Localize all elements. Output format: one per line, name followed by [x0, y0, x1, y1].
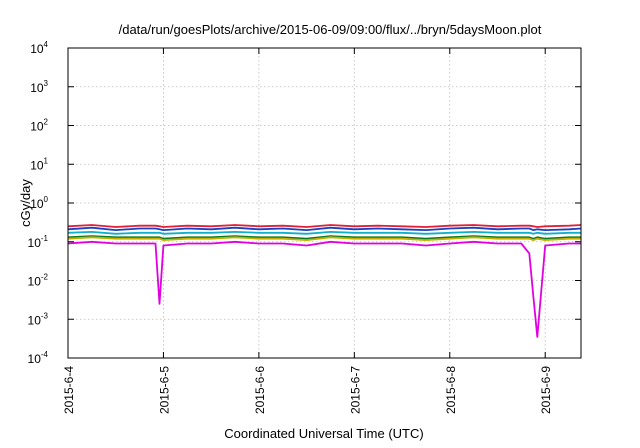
x-tick-label: 2015-6-5: [157, 366, 171, 414]
y-axis: 10-4 10-3 10-2 10-1 100 101 102 103 104: [28, 40, 581, 366]
series-line: [67, 235, 581, 240]
series-line: [67, 224, 582, 228]
y-tick-label: 100: [30, 195, 48, 211]
y-tick-label: 10-2: [28, 273, 49, 289]
series-line: [67, 236, 581, 242]
series-line: [67, 226, 582, 232]
y-axis-label: cGy/day: [18, 179, 33, 227]
series-line: [67, 230, 581, 235]
grid: [68, 48, 581, 358]
y-tick-label: 102: [30, 118, 48, 134]
y-tick-label: 103: [30, 79, 48, 95]
y-tick-label: 10-3: [28, 311, 49, 327]
series-layer: [67, 224, 582, 338]
x-tick-label: 2015-6-8: [444, 366, 458, 414]
chart-title: /data/run/goesPlots/archive/2015-06-09/0…: [119, 22, 542, 37]
y-tick-label: 104: [30, 40, 48, 56]
y-tick-label: 101: [30, 156, 48, 172]
x-axis: 2015-6-4 2015-6-5 2015-6-6 2015-6-7 2015-6-8…: [62, 48, 553, 414]
x-tick-label: 2015-6-7: [348, 366, 362, 414]
series-line: [67, 240, 581, 338]
x-axis-label: Coordinated Universal Time (UTC): [224, 426, 423, 441]
y-tick-label: 10-1: [28, 234, 49, 250]
x-tick-label: 2015-6-9: [539, 366, 553, 414]
y-tick-label: 10-4: [28, 350, 49, 366]
x-tick-label: 2015-6-6: [253, 366, 267, 414]
x-tick-label: 2015-6-4: [62, 366, 76, 414]
